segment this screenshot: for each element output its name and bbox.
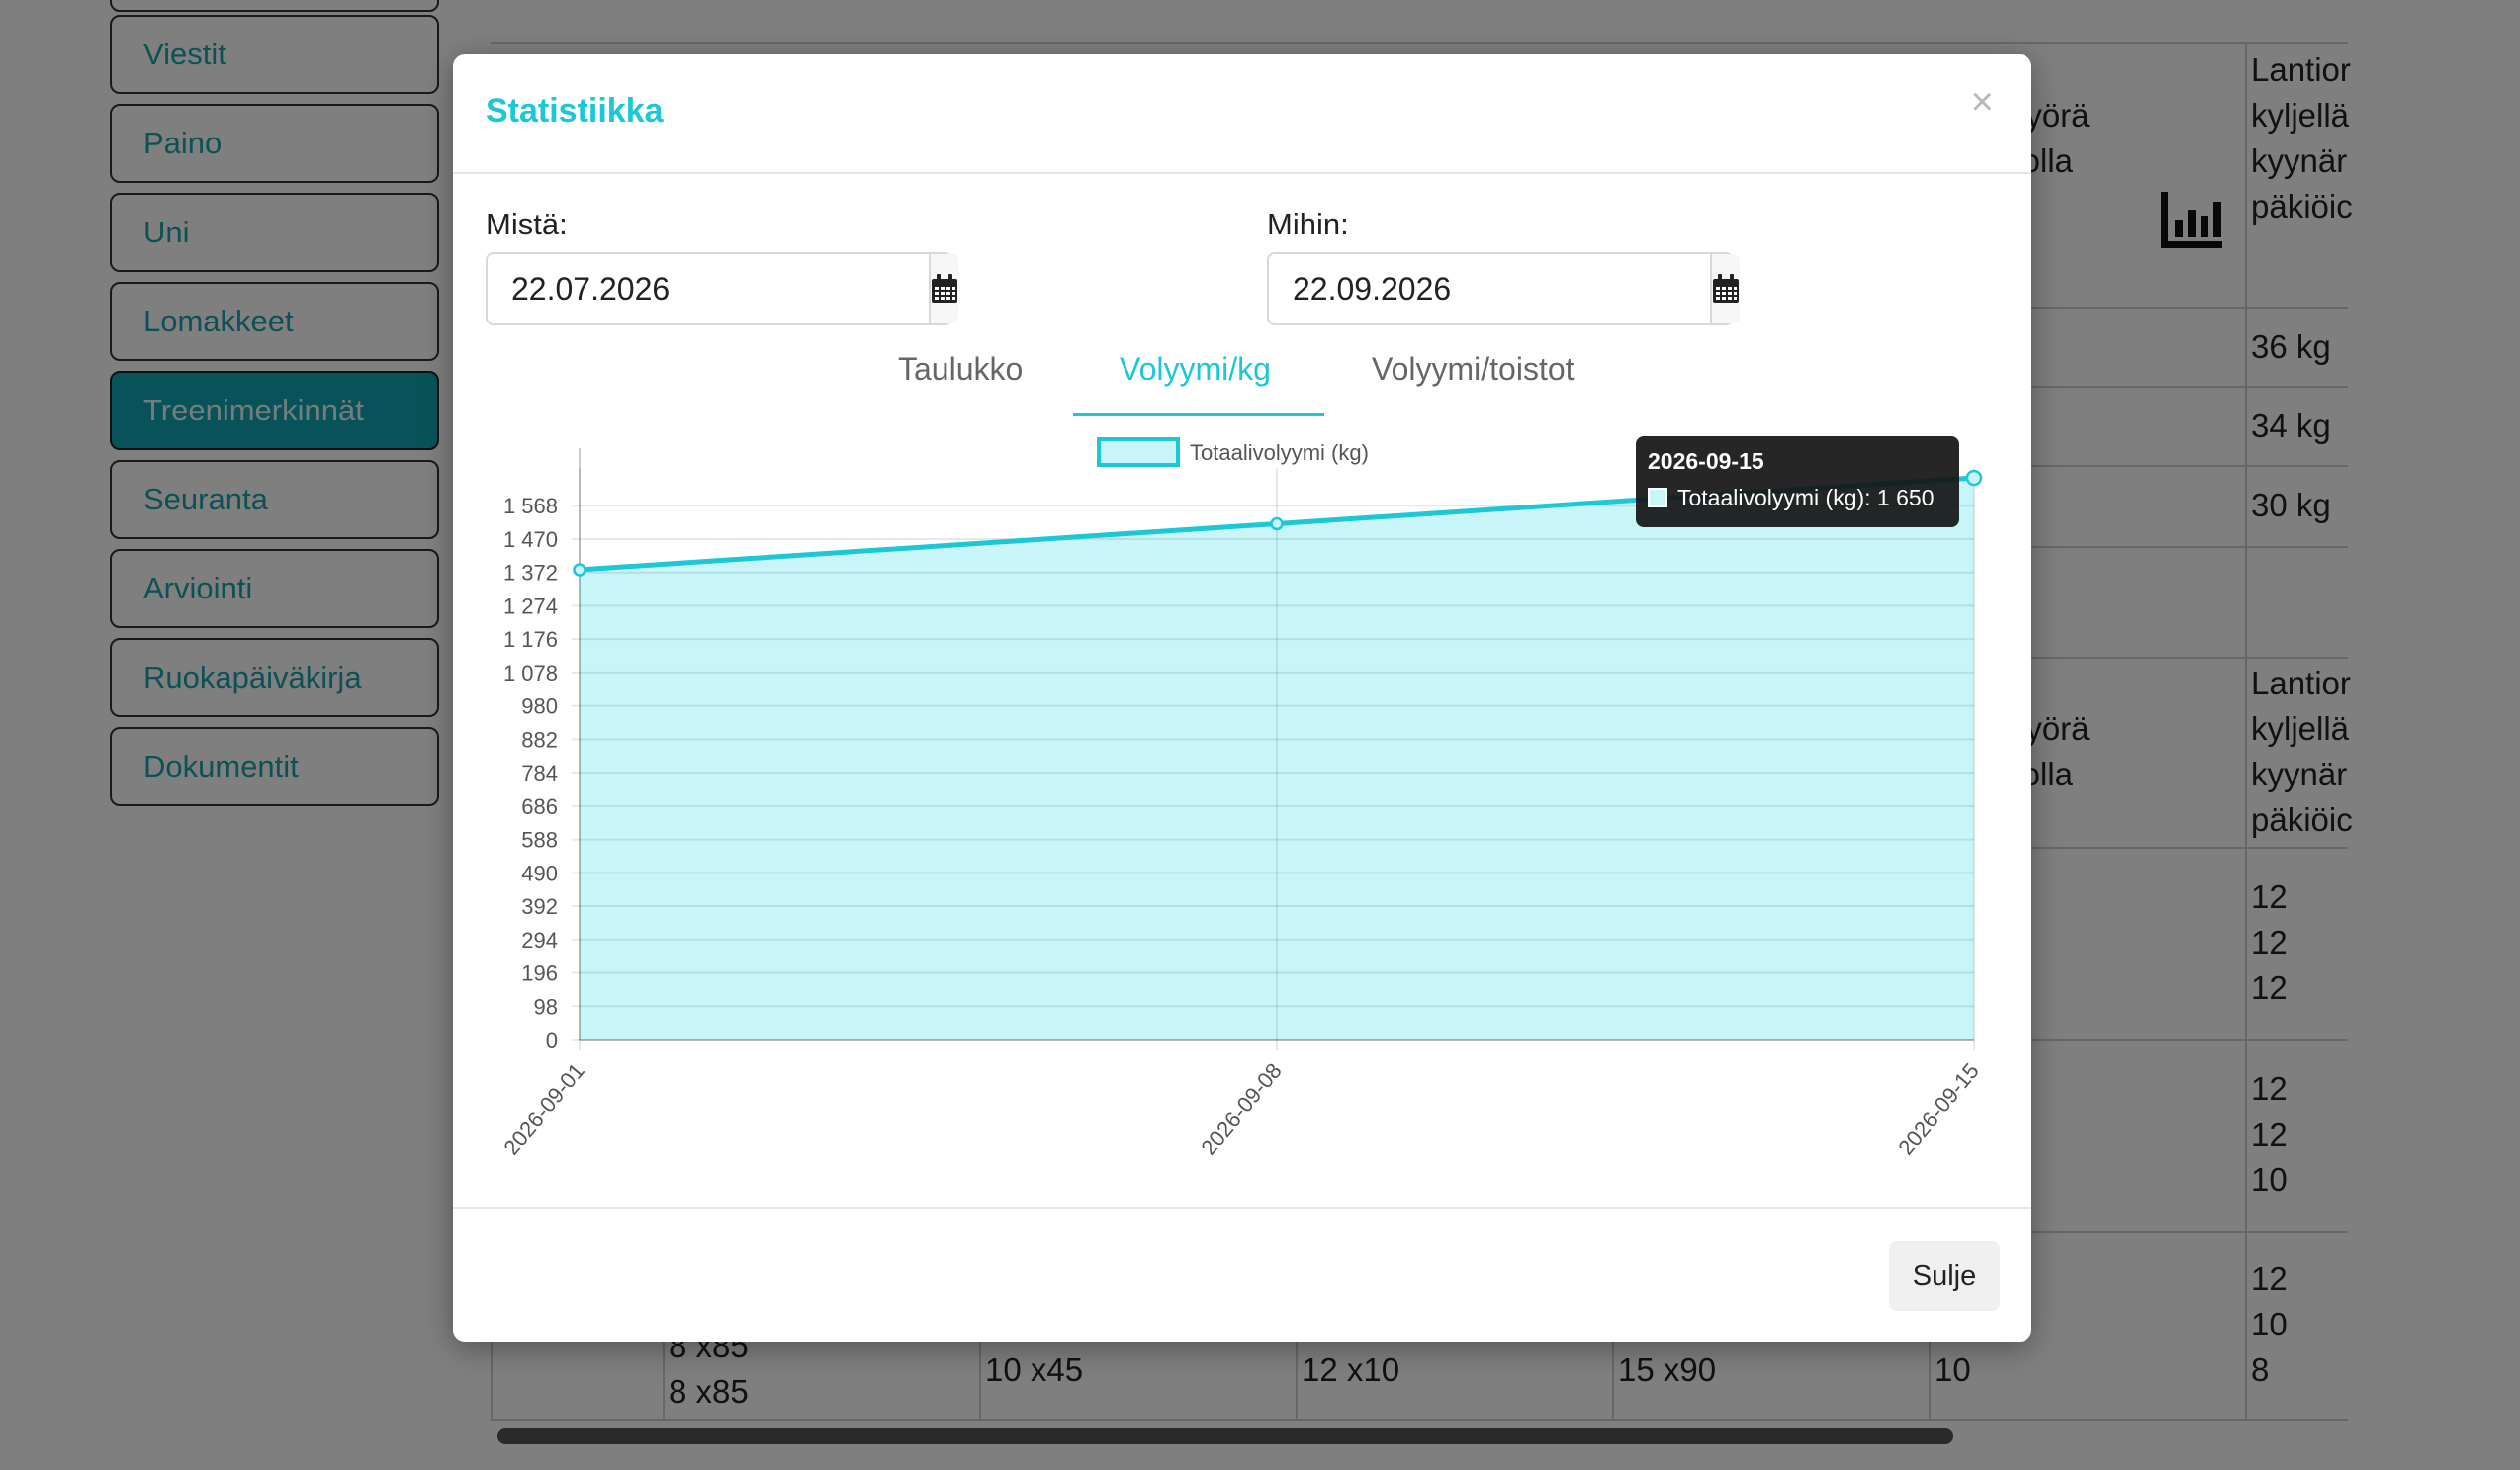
to-date-input[interactable] [1269,254,1710,323]
chart-tooltip: 2026-09-15 Totaalivolyymi (kg): 1 650 [1636,436,1959,527]
y-tick-label: 686 [521,794,558,819]
tab-volyymi-toistot[interactable]: Volyymi/toistot [1372,351,1575,387]
active-tab-indicator [1073,413,1324,416]
tooltip-text: Totaalivolyymi (kg): 1 650 [1677,485,1935,510]
to-date-group [1267,252,1740,325]
tab-taulukko[interactable]: Taulukko [898,351,1024,387]
calendar-icon [1713,274,1739,303]
modal-title: Statistiikka [486,92,664,130]
y-tick-label: 98 [534,994,558,1019]
y-tick-label: 1 274 [503,594,558,618]
y-tick-label: 294 [521,928,558,953]
y-tick-label: 980 [521,694,558,719]
legend-label: Totaalivolyymi (kg) [1190,440,1369,465]
tooltip-title: 2026-09-15 [1648,448,1764,474]
statistics-modal: Statistiikka × Mistä: Mihin: [453,54,2031,1342]
y-tick-label: 0 [546,1028,558,1053]
y-tick-label: 392 [521,894,558,919]
to-calendar-button[interactable] [1710,254,1740,323]
y-tick-label: 196 [521,962,558,986]
y-tick-label: 882 [521,727,558,752]
x-tick-label: 2026-09-08 [1196,1058,1286,1159]
y-tick-label: 1 470 [503,527,558,552]
x-tick-label: 2026-09-01 [498,1058,588,1159]
close-icon[interactable]: × [1970,80,1994,124]
data-point [573,563,586,577]
series-area [580,478,1974,1040]
volume-chart: 0 98 196 294 392 490 588 686 784 882 980 1 078 1 176… [498,437,1984,1159]
from-date-group [486,252,958,325]
from-date-input[interactable] [488,254,929,323]
data-point [1270,516,1284,531]
y-tick-label: 1 568 [503,494,558,518]
data-point [1965,469,1983,487]
from-calendar-button[interactable] [929,254,958,323]
from-label: Mistä: [486,207,568,241]
y-tick-label: 784 [521,761,558,785]
legend-swatch [1097,437,1180,467]
modal-header: Statistiikka × [453,54,2031,174]
tab-volyymi-kg[interactable]: Volyymi/kg [1120,351,1271,387]
y-tick-label: 588 [521,828,558,853]
y-tick-label: 490 [521,861,558,885]
modal-footer-divider [453,1207,2031,1209]
calendar-icon [932,274,957,303]
x-tick-label: 2026-09-15 [1893,1058,1983,1159]
to-label: Mihin: [1267,207,1349,241]
tooltip-swatch [1648,488,1667,507]
y-tick-label: 1 078 [503,661,558,686]
close-button[interactable]: Sulje [1889,1241,2000,1311]
y-tick-label: 1 176 [503,627,558,652]
y-tick-label: 1 372 [503,561,558,586]
